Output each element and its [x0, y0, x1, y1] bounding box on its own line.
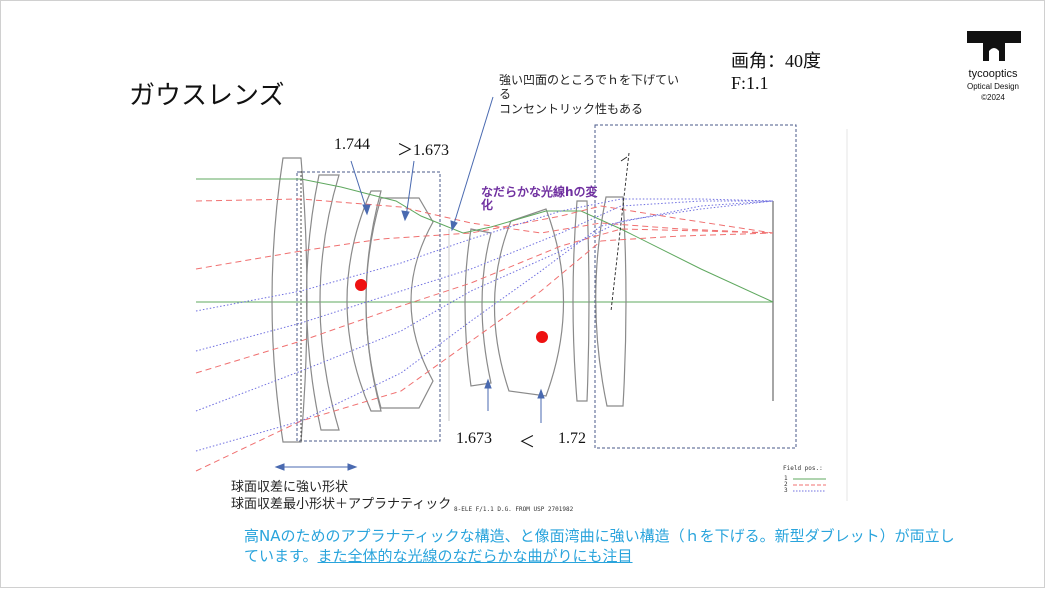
lens-6	[493, 208, 565, 397]
spherical-note-line1: 球面収差に強い形状	[231, 480, 349, 495]
index-label-172: 1.72	[558, 430, 586, 447]
summary-part2-link[interactable]: また全体的な光線のなだらかな曲がりにも注目	[317, 547, 633, 565]
logo-year: ©2024	[981, 93, 1005, 102]
lens-5	[464, 228, 492, 387]
red-marker-rear	[536, 331, 548, 343]
drawing-caption: 8-ELE F/1.1 D.G. FROM USP 2701982	[454, 506, 574, 513]
spherical-note-line2: 球面収差最小形状＋アプラナティック	[231, 497, 452, 512]
logo-subtitle: Optical Design	[966, 82, 1020, 91]
red-marker-front	[355, 279, 367, 291]
lens-4	[365, 197, 434, 409]
lens-elements	[271, 157, 627, 443]
lens-7	[572, 200, 590, 402]
index-compare-symbol: ＜	[519, 434, 536, 451]
index-label-1673-top: ＞1.673	[397, 142, 450, 159]
smooth-ray-note-line1: なだらかな光線hの変	[481, 185, 598, 199]
concentric-note-line2: る	[499, 87, 512, 101]
petzval-dashed-line	[610, 152, 630, 312]
field-pos-3: 3	[784, 487, 788, 494]
f-number-spec: F:1.1	[731, 73, 769, 93]
summary-text: 高NAのためのアプラナティックな構造、と像面湾曲に強い構造（ｈを下げる。新型ダブ…	[244, 526, 964, 566]
summary-part1: 高NAのためのアプラナティックな構造、と像面湾曲に強い構造（ｈを下げる。新型ダブ…	[244, 527, 955, 565]
field-angle-spec: 画角：40度	[731, 51, 821, 71]
lens-2	[305, 174, 340, 431]
front-group-box	[296, 171, 441, 442]
logo-name: tycooptics	[968, 68, 1018, 80]
index-label-1744: 1.744	[334, 136, 370, 153]
lens-8	[595, 196, 627, 407]
rear-group-box	[594, 124, 797, 449]
annotation-arrows	[274, 96, 545, 471]
field-pos-2: 2	[784, 481, 788, 488]
smooth-ray-note-line2: 化	[481, 198, 494, 212]
rays-field-1	[196, 178, 774, 303]
field-pos-1: 1	[784, 475, 788, 482]
lens-3	[346, 190, 382, 412]
field-pos-label: Field pos.:	[783, 465, 823, 472]
field-legend	[793, 478, 826, 492]
concentric-note-line1: 強い凹面のところでｈを下げてい	[499, 73, 680, 87]
slide-title: ガウスレンズ	[129, 81, 285, 111]
rays-field-3	[195, 198, 774, 452]
lens-1	[271, 157, 308, 443]
index-label-1673-bottom: 1.673	[456, 430, 492, 447]
concentric-note-line3: コンセントリック性もある	[499, 102, 644, 116]
rays-field-2	[195, 198, 774, 472]
